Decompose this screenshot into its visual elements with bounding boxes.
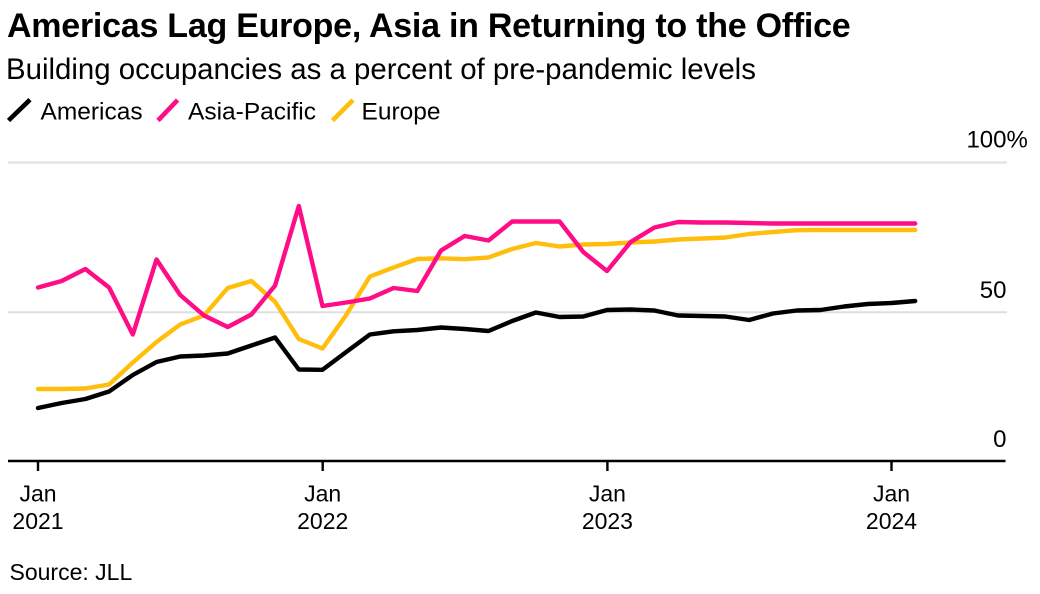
svg-text:2023: 2023 [582,508,633,534]
svg-text:Jan: Jan [589,480,626,506]
svg-text:Jan: Jan [873,480,910,506]
svg-text:Jan: Jan [19,480,56,506]
svg-text:Jan: Jan [304,480,341,506]
svg-text:Americas Lag Europe, Asia in R: Americas Lag Europe, Asia in Returning t… [7,7,850,45]
svg-text:50: 50 [980,277,1007,304]
svg-text:2021: 2021 [12,508,63,534]
svg-text:Source: JLL: Source: JLL [10,559,133,585]
svg-text:Europe: Europe [362,98,441,125]
svg-text:Americas: Americas [41,98,143,125]
svg-text:2022: 2022 [297,508,348,534]
svg-text:100: 100 [966,127,1006,154]
svg-text:%: % [1007,127,1028,154]
svg-text:2024: 2024 [866,508,917,534]
svg-text:Asia-Pacific: Asia-Pacific [188,98,316,125]
svg-text:Building occupancies as a perc: Building occupancies as a percent of pre… [6,53,756,86]
svg-text:0: 0 [993,426,1006,453]
